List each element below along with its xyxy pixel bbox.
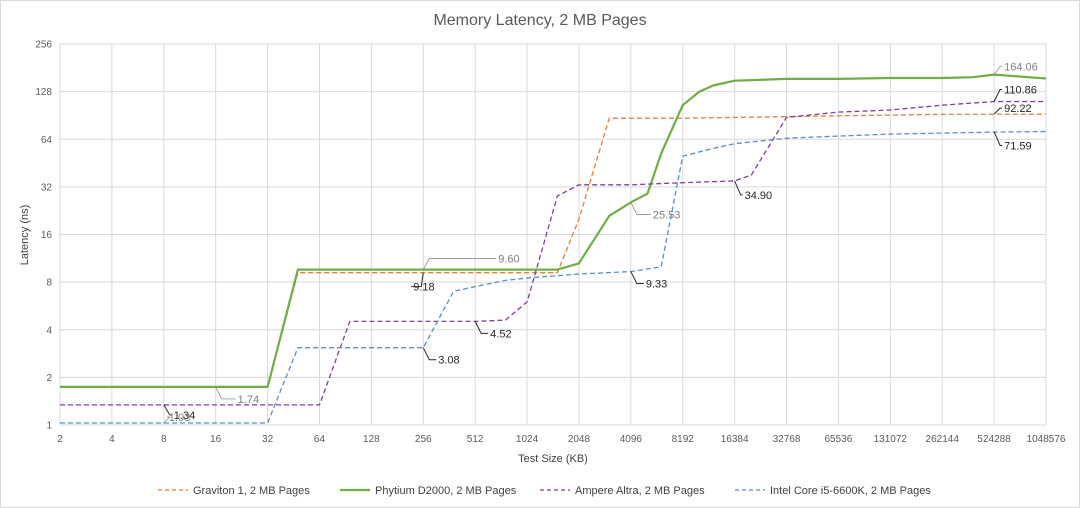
callout-leader <box>411 272 424 288</box>
data-label: 1.74 <box>238 394 259 406</box>
data-label: 4.52 <box>490 328 511 340</box>
callout-leader <box>993 107 1003 115</box>
callout-leader <box>734 180 743 196</box>
chart-title: Memory Latency, 2 MB Pages <box>433 12 646 29</box>
x-tick-label: 32 <box>262 434 274 445</box>
callout-leader <box>993 89 1003 102</box>
x-tick-label: 4096 <box>620 434 643 445</box>
callout-leader <box>422 258 497 270</box>
series-line-4 <box>60 130 1047 424</box>
series-line-2 <box>60 73 1047 388</box>
legend-label-3: Ampere Altra, 2 MB Pages <box>575 485 705 497</box>
x-tick-label: 1024 <box>516 434 539 445</box>
data-label: 9.18 <box>413 282 434 294</box>
series-lines <box>60 73 1047 424</box>
x-tick-label: 2 <box>57 434 63 445</box>
x-tick-label: 512 <box>467 434 484 445</box>
x-tick-label: 2048 <box>568 434 591 445</box>
y-tick-label: 16 <box>41 230 53 241</box>
callout-leader <box>630 202 651 215</box>
data-callouts: 164.06 110.86 92.22 71.59 34.90 25.53 9.60 9.18… <box>163 62 1038 424</box>
callout-leader <box>422 347 437 361</box>
x-tick-label: 524288 <box>977 434 1011 445</box>
data-label: 1.03 <box>169 412 190 424</box>
callout-leader <box>474 321 489 334</box>
series-line-1 <box>60 113 1046 388</box>
x-tick-label: 4 <box>109 434 115 445</box>
x-tick-label: 16384 <box>721 434 749 445</box>
x-tick-label: 262144 <box>926 434 960 445</box>
data-label: 110.86 <box>1004 85 1037 97</box>
data-label: 9.60 <box>498 254 519 266</box>
legend-label-4: Intel Core i5-6600K, 2 MB Pages <box>770 485 931 497</box>
x-tick-label: 64 <box>314 434 326 445</box>
x-tick-label: 32768 <box>773 434 801 445</box>
data-label: 3.08 <box>438 355 459 367</box>
y-tick-label: 2 <box>46 373 52 384</box>
y-tick-label: 64 <box>41 135 53 146</box>
callout-leader <box>993 131 1003 147</box>
x-tick-label: 131072 <box>874 434 908 445</box>
y-tick-label: 4 <box>46 325 52 336</box>
callout-leader <box>163 404 172 416</box>
data-label: 164.06 <box>1004 62 1038 74</box>
series-line-3 <box>60 100 1046 406</box>
x-axis-label: Test Size (KB) <box>518 453 588 465</box>
legend: Graviton 1, 2 MB Pages Phytium D2000, 2 M… <box>158 485 931 497</box>
data-label: 25.53 <box>653 209 681 221</box>
data-label: 34.90 <box>745 190 773 202</box>
y-tick-label: 32 <box>41 182 53 193</box>
x-tick-label: 8 <box>161 434 167 445</box>
y-tick-label: 256 <box>35 40 52 51</box>
y-axis-label: Latency (ns) <box>19 205 31 266</box>
data-label: 9.33 <box>646 279 667 291</box>
data-label: 1.34 <box>174 410 195 422</box>
y-tick-label: 1 <box>46 421 52 432</box>
gridlines <box>59 43 1047 426</box>
x-tick-label: 256 <box>415 434 432 445</box>
callout-leader <box>163 416 171 424</box>
callout-leader <box>993 66 1003 75</box>
x-tick-label: 16 <box>210 434 222 445</box>
y-tick-label: 128 <box>35 87 52 98</box>
y-tick-label: 8 <box>46 278 52 289</box>
data-label: 71.59 <box>1004 141 1032 153</box>
data-label: 92.22 <box>1004 103 1032 115</box>
callout-leader <box>215 386 236 400</box>
x-tick-label: 128 <box>363 434 380 445</box>
x-tick-label: 1048576 <box>1027 434 1066 445</box>
legend-label-2: Phytium D2000, 2 MB Pages <box>375 485 517 497</box>
x-tick-label: 65536 <box>825 434 853 445</box>
x-tick-label: 8192 <box>672 434 695 445</box>
callout-leader <box>630 271 644 285</box>
legend-label-1: Graviton 1, 2 MB Pages <box>193 485 310 497</box>
